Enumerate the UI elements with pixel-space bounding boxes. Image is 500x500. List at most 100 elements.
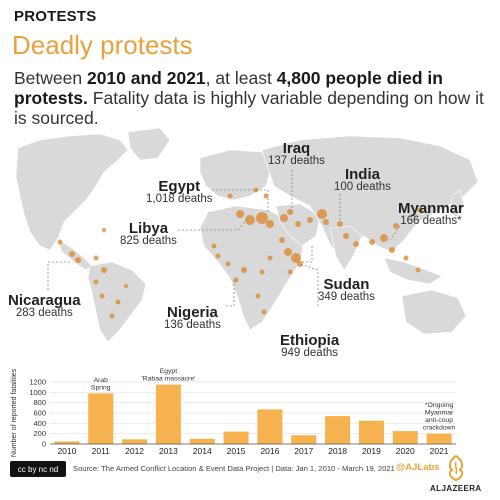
bar-2019 xyxy=(358,420,384,444)
x-tick-label: 2021 xyxy=(430,446,449,456)
map-label-name: India xyxy=(344,166,380,183)
leader-line-nigeria xyxy=(226,280,235,307)
protest-dot xyxy=(266,220,274,228)
protest-dot xyxy=(291,253,301,263)
protest-dot xyxy=(287,209,293,215)
y-tick-label: 200 xyxy=(33,429,46,438)
protest-dot xyxy=(280,214,288,222)
protest-dot xyxy=(417,207,423,213)
map-label-deaths: 166 deaths* xyxy=(400,215,462,227)
y-tick-label: 1200 xyxy=(29,378,46,387)
protest-dot xyxy=(279,237,285,243)
protest-dot xyxy=(109,313,115,319)
protest-dot xyxy=(353,241,359,247)
leader-line-nicaragua xyxy=(47,261,72,290)
protest-dot xyxy=(75,257,81,263)
leader-line-egypt xyxy=(212,189,269,214)
map-label-deaths: 137 deaths xyxy=(268,155,325,167)
protest-dot xyxy=(225,261,231,267)
map-label-india: India 100 deaths xyxy=(334,166,391,194)
greenland-landmass xyxy=(127,127,171,161)
annotation-text: Arab xyxy=(94,377,109,384)
map-label-name: Ethiopia xyxy=(280,332,340,349)
annotation-text: anti-coup xyxy=(425,417,453,424)
protest-dot xyxy=(255,293,261,299)
map-label-name: Sudan xyxy=(323,276,370,293)
map-label-ethiopia: Ethiopia 949 deaths xyxy=(280,332,340,360)
protest-dot xyxy=(389,247,395,253)
annotation-text: Egypt xyxy=(160,368,177,375)
protest-dot xyxy=(287,269,293,275)
india-landmass xyxy=(329,225,363,271)
y-tick-label: 800 xyxy=(33,398,46,407)
protest-dot xyxy=(245,215,255,225)
map-label-deaths: 825 deaths xyxy=(120,235,177,247)
protest-dot xyxy=(233,277,239,283)
protest-dot xyxy=(236,210,244,218)
protest-dot xyxy=(256,212,268,224)
bar-2017 xyxy=(291,435,317,444)
x-tick-label: 2015 xyxy=(227,446,246,456)
map-label-iraq: Iraq 137 deaths xyxy=(268,141,325,168)
protest-dot xyxy=(115,299,121,305)
southeast-asia-landmass xyxy=(383,257,443,285)
map-label-name: Nigeria xyxy=(167,304,218,321)
protest-dot xyxy=(297,261,303,267)
y-axis-label: Number of reported fatalities xyxy=(11,368,18,457)
protest-dot xyxy=(124,284,128,288)
protest-dot xyxy=(69,251,75,257)
protest-dot xyxy=(380,234,388,242)
map-label-deaths: 949 deaths xyxy=(281,347,339,359)
protest-dot xyxy=(323,219,329,225)
world-map xyxy=(15,127,479,343)
protest-dots xyxy=(57,187,423,319)
creative-commons-badge: cc by nc nd xyxy=(10,461,66,477)
central-america-landmass xyxy=(57,239,93,271)
protest-dot xyxy=(403,255,409,261)
protest-dot xyxy=(337,221,343,227)
bar-2010 xyxy=(54,441,80,444)
x-tick-label: 2018 xyxy=(328,446,347,456)
bar-2016 xyxy=(257,409,283,444)
x-tick-label: 2011 xyxy=(92,446,111,456)
bar-2013 xyxy=(155,384,181,444)
subtitle: Between 2010 and 2021, at least 4,800 pe… xyxy=(14,68,484,128)
map-label-deaths: 100 deaths xyxy=(334,181,391,193)
bar-2021 xyxy=(426,433,452,444)
protest-dot xyxy=(317,209,327,219)
page-title: Deadly protests xyxy=(12,30,193,60)
map-label-name: Nicaragua xyxy=(8,292,81,309)
aljazeera-logo-icon xyxy=(448,454,464,482)
leader-line-libya xyxy=(178,217,249,231)
protest-dot xyxy=(215,253,221,259)
map-label-name: Myanmar xyxy=(398,200,464,217)
protest-dot xyxy=(259,269,265,275)
annotation-text: 'Rabaa massacre' xyxy=(141,376,195,383)
aljazeera-logo-text: ALJAZEERA xyxy=(430,484,482,493)
protest-dot xyxy=(284,248,292,256)
annotation-text: *Ongoing xyxy=(425,402,454,409)
map-label-egypt: Egypt 1,018 deaths xyxy=(146,179,213,206)
x-tick-label: 2017 xyxy=(294,446,313,456)
bar-2020 xyxy=(392,431,418,444)
protest-dot xyxy=(343,233,349,239)
protest-dot xyxy=(99,293,105,299)
protest-dot xyxy=(241,267,247,273)
map-label-name: Libya xyxy=(128,220,169,237)
map-label-deaths: 136 deaths xyxy=(164,319,221,331)
footer: cc by nc nd Source: The Armed Conflict L… xyxy=(0,452,500,500)
protest-dot xyxy=(295,221,301,227)
y-tick-label: 400 xyxy=(33,419,46,428)
y-tick-label: 600 xyxy=(33,409,46,418)
bar-2015 xyxy=(223,431,249,444)
y-tick-label: 1000 xyxy=(29,388,46,397)
x-tick-label: 2012 xyxy=(125,446,144,456)
ajlabs-handle: @AJLabs xyxy=(396,462,440,473)
map-label-libya: Libya 825 deaths xyxy=(120,220,177,248)
protest-dot xyxy=(263,193,269,199)
protest-dot xyxy=(261,309,267,315)
leader-line-ethiopia xyxy=(299,263,319,306)
north-america-landmass xyxy=(15,133,129,251)
protest-dot xyxy=(307,217,313,223)
